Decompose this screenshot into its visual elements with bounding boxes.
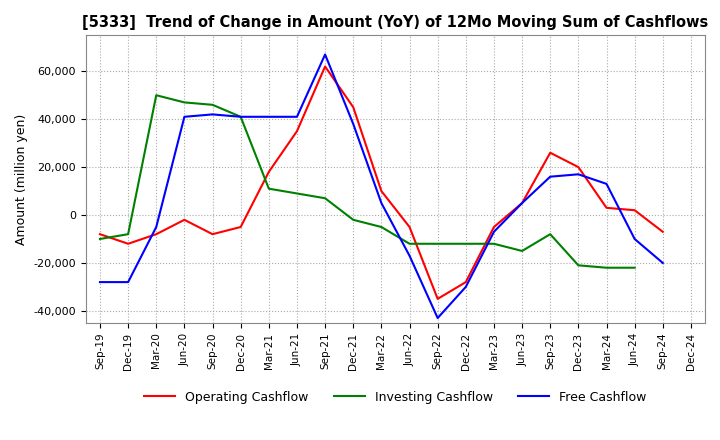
Free Cashflow (124, 279, 132, 285)
Operating Cashflow (433, 296, 442, 301)
Operating Cashflow (152, 231, 161, 237)
Investing Cashflow (292, 191, 301, 196)
Operating Cashflow (490, 224, 498, 230)
Operating Cashflow (518, 200, 526, 205)
Free Cashflow (377, 200, 386, 205)
Operating Cashflow (462, 279, 470, 285)
Investing Cashflow (490, 241, 498, 246)
Investing Cashflow (96, 236, 104, 242)
Investing Cashflow (264, 186, 273, 191)
Free Cashflow (462, 284, 470, 290)
Investing Cashflow (574, 263, 582, 268)
Line: Operating Cashflow: Operating Cashflow (100, 66, 663, 299)
Free Cashflow (630, 236, 639, 242)
Free Cashflow (518, 200, 526, 205)
Operating Cashflow (208, 231, 217, 237)
Free Cashflow (321, 52, 330, 57)
Free Cashflow (574, 172, 582, 177)
Investing Cashflow (124, 231, 132, 237)
Investing Cashflow (518, 248, 526, 253)
Operating Cashflow (124, 241, 132, 246)
Operating Cashflow (321, 64, 330, 69)
Investing Cashflow (462, 241, 470, 246)
Free Cashflow (349, 121, 358, 127)
Operating Cashflow (292, 128, 301, 134)
Free Cashflow (433, 315, 442, 321)
Operating Cashflow (96, 231, 104, 237)
Free Cashflow (602, 181, 611, 187)
Free Cashflow (490, 229, 498, 235)
Free Cashflow (292, 114, 301, 119)
Title: [5333]  Trend of Change in Amount (YoY) of 12Mo Moving Sum of Cashflows: [5333] Trend of Change in Amount (YoY) o… (82, 15, 708, 30)
Investing Cashflow (180, 100, 189, 105)
Y-axis label: Amount (million yen): Amount (million yen) (15, 114, 28, 245)
Operating Cashflow (349, 105, 358, 110)
Operating Cashflow (546, 150, 554, 155)
Line: Free Cashflow: Free Cashflow (100, 55, 663, 318)
Operating Cashflow (630, 208, 639, 213)
Investing Cashflow (546, 231, 554, 237)
Operating Cashflow (180, 217, 189, 223)
Legend: Operating Cashflow, Investing Cashflow, Free Cashflow: Operating Cashflow, Investing Cashflow, … (139, 385, 652, 409)
Free Cashflow (152, 224, 161, 230)
Free Cashflow (96, 279, 104, 285)
Free Cashflow (405, 253, 414, 258)
Investing Cashflow (630, 265, 639, 270)
Operating Cashflow (659, 229, 667, 235)
Investing Cashflow (602, 265, 611, 270)
Line: Investing Cashflow: Investing Cashflow (100, 95, 634, 268)
Investing Cashflow (349, 217, 358, 223)
Investing Cashflow (236, 114, 245, 119)
Investing Cashflow (377, 224, 386, 230)
Operating Cashflow (602, 205, 611, 210)
Free Cashflow (180, 114, 189, 119)
Operating Cashflow (574, 165, 582, 170)
Investing Cashflow (433, 241, 442, 246)
Operating Cashflow (264, 169, 273, 175)
Free Cashflow (208, 112, 217, 117)
Investing Cashflow (152, 92, 161, 98)
Investing Cashflow (405, 241, 414, 246)
Investing Cashflow (208, 102, 217, 107)
Operating Cashflow (236, 224, 245, 230)
Free Cashflow (546, 174, 554, 180)
Free Cashflow (236, 114, 245, 119)
Free Cashflow (659, 260, 667, 266)
Free Cashflow (264, 114, 273, 119)
Operating Cashflow (405, 224, 414, 230)
Operating Cashflow (377, 188, 386, 194)
Investing Cashflow (321, 196, 330, 201)
